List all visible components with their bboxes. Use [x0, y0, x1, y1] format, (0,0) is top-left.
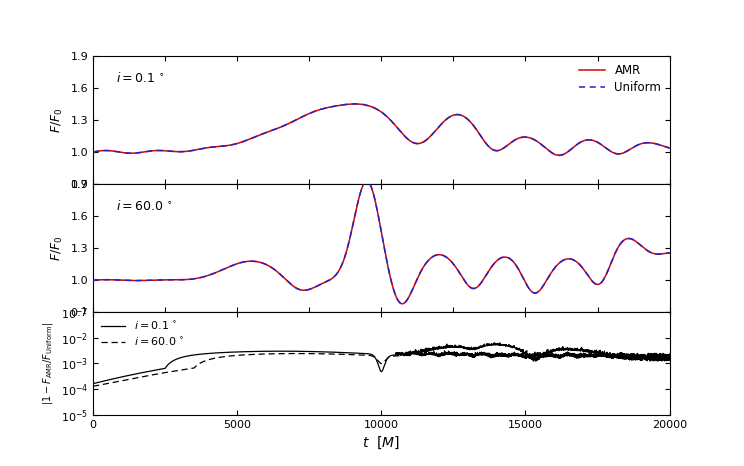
$i =60.0\,^\circ$: [490, 340, 499, 345]
$i =0.1\,^\circ$: [434, 352, 443, 357]
Uniform: [554, 152, 563, 158]
Y-axis label: $|1 - F_{\rm AMR}/F_{\rm Uniform}|$: $|1 - F_{\rm AMR}/F_{\rm Uniform}|$: [41, 322, 55, 405]
AMR: [665, 145, 674, 151]
Y-axis label: $F/F_0$: $F/F_0$: [50, 107, 65, 133]
Legend: $i =0.1\,^\circ$, $i =60.0\,^\circ$: $i =0.1\,^\circ$, $i =60.0\,^\circ$: [96, 315, 189, 352]
Uniform: [519, 134, 527, 140]
AMR: [350, 101, 359, 107]
Uniform: [193, 147, 202, 152]
$i =0.1\,^\circ$: [464, 351, 472, 357]
Uniform: [665, 145, 674, 151]
Legend: AMR, Uniform: AMR, Uniform: [574, 60, 666, 98]
$i =0.1\,^\circ$: [193, 352, 202, 357]
Uniform: [89, 149, 97, 155]
Y-axis label: $F/F_0$: $F/F_0$: [50, 235, 65, 261]
$i =0.1\,^\circ$: [309, 349, 318, 354]
Line: Uniform: Uniform: [93, 104, 670, 155]
Uniform: [562, 150, 571, 155]
$i =60.0\,^\circ$: [464, 344, 472, 350]
AMR: [434, 124, 443, 130]
$i =60.0\,^\circ$: [665, 357, 674, 363]
$i =60.0\,^\circ$: [434, 344, 443, 350]
Text: $i =60.0\,^\circ$: $i =60.0\,^\circ$: [116, 199, 173, 212]
Line: AMR: AMR: [93, 104, 670, 155]
X-axis label: $t\ \ [M]$: $t\ \ [M]$: [362, 435, 400, 452]
$i =60.0\,^\circ$: [309, 351, 318, 356]
Line: $i =0.1\,^\circ$: $i =0.1\,^\circ$: [93, 351, 670, 384]
AMR: [562, 150, 571, 155]
Uniform: [309, 109, 318, 115]
$i =0.1\,^\circ$: [89, 381, 97, 386]
$i =0.1\,^\circ$: [440, 348, 449, 354]
Uniform: [434, 124, 443, 130]
AMR: [519, 134, 527, 140]
Uniform: [464, 117, 472, 123]
$i =60.0\,^\circ$: [89, 384, 97, 389]
Text: $i =0.1\,^\circ$: $i =0.1\,^\circ$: [116, 70, 164, 84]
AMR: [193, 147, 202, 152]
$i =60.0\,^\circ$: [562, 347, 571, 352]
AMR: [554, 152, 563, 158]
$i =0.1\,^\circ$: [519, 354, 527, 359]
$i =60.0\,^\circ$: [519, 347, 527, 353]
AMR: [89, 149, 97, 155]
Line: $i =60.0\,^\circ$: $i =60.0\,^\circ$: [93, 343, 670, 386]
$i =0.1\,^\circ$: [562, 353, 571, 358]
Uniform: [350, 101, 359, 107]
$i =60.0\,^\circ$: [193, 362, 202, 368]
AMR: [309, 109, 318, 115]
$i =0.1\,^\circ$: [665, 351, 674, 356]
AMR: [464, 117, 472, 123]
